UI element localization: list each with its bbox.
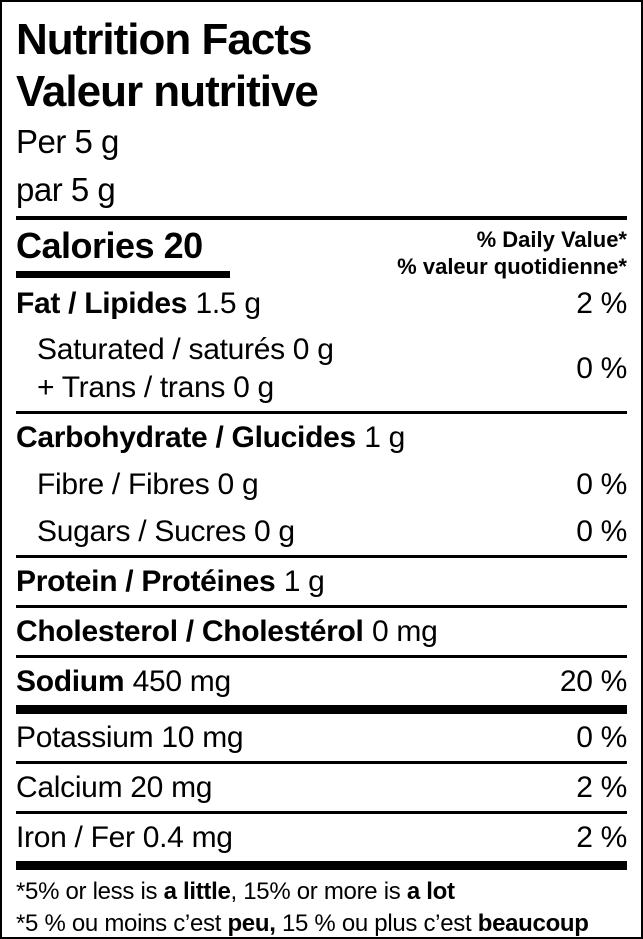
calcium-daily-value: 2 %: [576, 771, 627, 804]
protein-name: Protein / Protéines: [16, 565, 276, 598]
section-divider: [16, 811, 627, 814]
protein-label: Protein / Protéines 1 g: [16, 563, 325, 601]
potassium-label: Potassium 10 mg: [16, 721, 244, 754]
footnote-en-pre: *5% or less is: [16, 878, 164, 905]
sugars-daily-value: 0 %: [576, 515, 627, 548]
fat-label: Fat / Lipides 1.5 g: [16, 285, 261, 323]
serving-size-en: Per 5 g: [16, 123, 119, 160]
sodium-amount: 450 mg: [132, 665, 232, 698]
footnote-fr: *5 % ou moins c’est peu, 15 % ou plus c’…: [16, 908, 627, 937]
sodium-name: Sodium: [16, 665, 125, 698]
row-carbohydrate: Carbohydrate / Glucides 1 g: [16, 414, 627, 461]
section-divider: [16, 555, 627, 558]
saturated-trans-lines: Saturated / saturés 0 g + Trans / trans …: [16, 331, 334, 407]
row-cholesterol: Cholesterol / Cholestérol 0 mg: [16, 608, 627, 655]
footnote-en-mid: , 15% or more is: [230, 878, 407, 905]
calories-block: Calories 20: [16, 224, 230, 278]
title-fr: Valeur nutritive: [16, 67, 319, 116]
calories-row: Calories 20 % Daily Value*% valeur quoti…: [16, 224, 627, 280]
row-saturated-trans: Saturated / saturés 0 g + Trans / trans …: [16, 327, 627, 411]
cholesterol-amount: 0 mg: [371, 615, 438, 648]
row-protein: Protein / Protéines 1 g: [16, 558, 627, 605]
row-iron: Iron / Fer 0.4 mg 2 %: [16, 814, 627, 861]
section-divider: [16, 761, 627, 764]
row-sugars: Sugars / Sucres 0 g 0 %: [16, 508, 627, 555]
title-en: Nutrition Facts: [16, 15, 312, 64]
calcium-label: Calcium 20 mg: [16, 771, 213, 804]
section-divider: [16, 411, 627, 414]
saturated-line: Saturated / saturés 0 g: [37, 333, 334, 366]
sugars-label: Sugars / Sucres 0 g: [37, 515, 295, 548]
protein-amount: 1 g: [283, 565, 325, 598]
minerals-divider: [16, 861, 627, 870]
fat-name: Fat / Lipides: [16, 287, 188, 320]
potassium-daily-value: 0 %: [576, 721, 627, 754]
cholesterol-name: Cholesterol / Cholestérol: [16, 615, 364, 648]
serving-size-fr: par 5 g: [16, 171, 116, 208]
fibre-daily-value: 0 %: [576, 468, 627, 501]
fat-amount: 1.5 g: [195, 287, 262, 320]
footnote-en-a-lot: a lot: [406, 878, 455, 905]
row-sodium: Sodium 450 mg 20 %: [16, 658, 627, 705]
section-divider: [16, 605, 627, 608]
row-calcium: Calcium 20 mg 2 %: [16, 764, 627, 811]
row-potassium: Potassium 10 mg 0 %: [16, 714, 627, 761]
iron-daily-value: 2 %: [576, 821, 627, 854]
header-divider: [16, 216, 627, 220]
section-divider: [16, 655, 627, 658]
footnote-fr-mid: 15 % ou plus c’est: [275, 910, 478, 937]
core-nutrients-divider: [16, 705, 627, 714]
carbohydrate-amount: 1 g: [364, 421, 406, 454]
daily-value-header: % Daily Value*% valeur quotidienne*: [397, 224, 627, 280]
footnote-fr-peu: peu,: [227, 910, 276, 937]
footnote-en-a-little: a little: [163, 878, 231, 905]
carbohydrate-name: Carbohydrate / Glucides: [16, 421, 356, 454]
footnote-fr-pre: *5 % ou moins c’est: [16, 910, 228, 937]
footnote-en: *5% or less is a little, 15% or more is …: [16, 876, 627, 908]
row-fat: Fat / Lipides 1.5 g 2 %: [16, 280, 627, 327]
fibre-label: Fibre / Fibres 0 g: [37, 468, 259, 501]
sodium-daily-value: 20 %: [559, 665, 627, 698]
saturated-trans-daily-value: 0 %: [576, 352, 627, 385]
footnote-fr-beaucoup: beaucoup: [477, 910, 589, 937]
carbohydrate-label: Carbohydrate / Glucides 1 g: [16, 419, 405, 457]
fat-daily-value: 2 %: [576, 287, 627, 320]
daily-value-header-fr: % valeur quotidienne*: [397, 254, 627, 279]
sodium-label: Sodium 450 mg: [16, 663, 231, 701]
cholesterol-label: Cholesterol / Cholestérol 0 mg: [16, 613, 438, 651]
daily-value-header-en: % Daily Value*: [476, 227, 627, 252]
calories-line: Calories 20: [16, 225, 203, 266]
row-fibre: Fibre / Fibres 0 g 0 %: [16, 461, 627, 508]
iron-label: Iron / Fer 0.4 mg: [16, 821, 233, 854]
calories-underline-bar: [16, 271, 230, 278]
trans-line: + Trans / trans 0 g: [37, 371, 274, 404]
